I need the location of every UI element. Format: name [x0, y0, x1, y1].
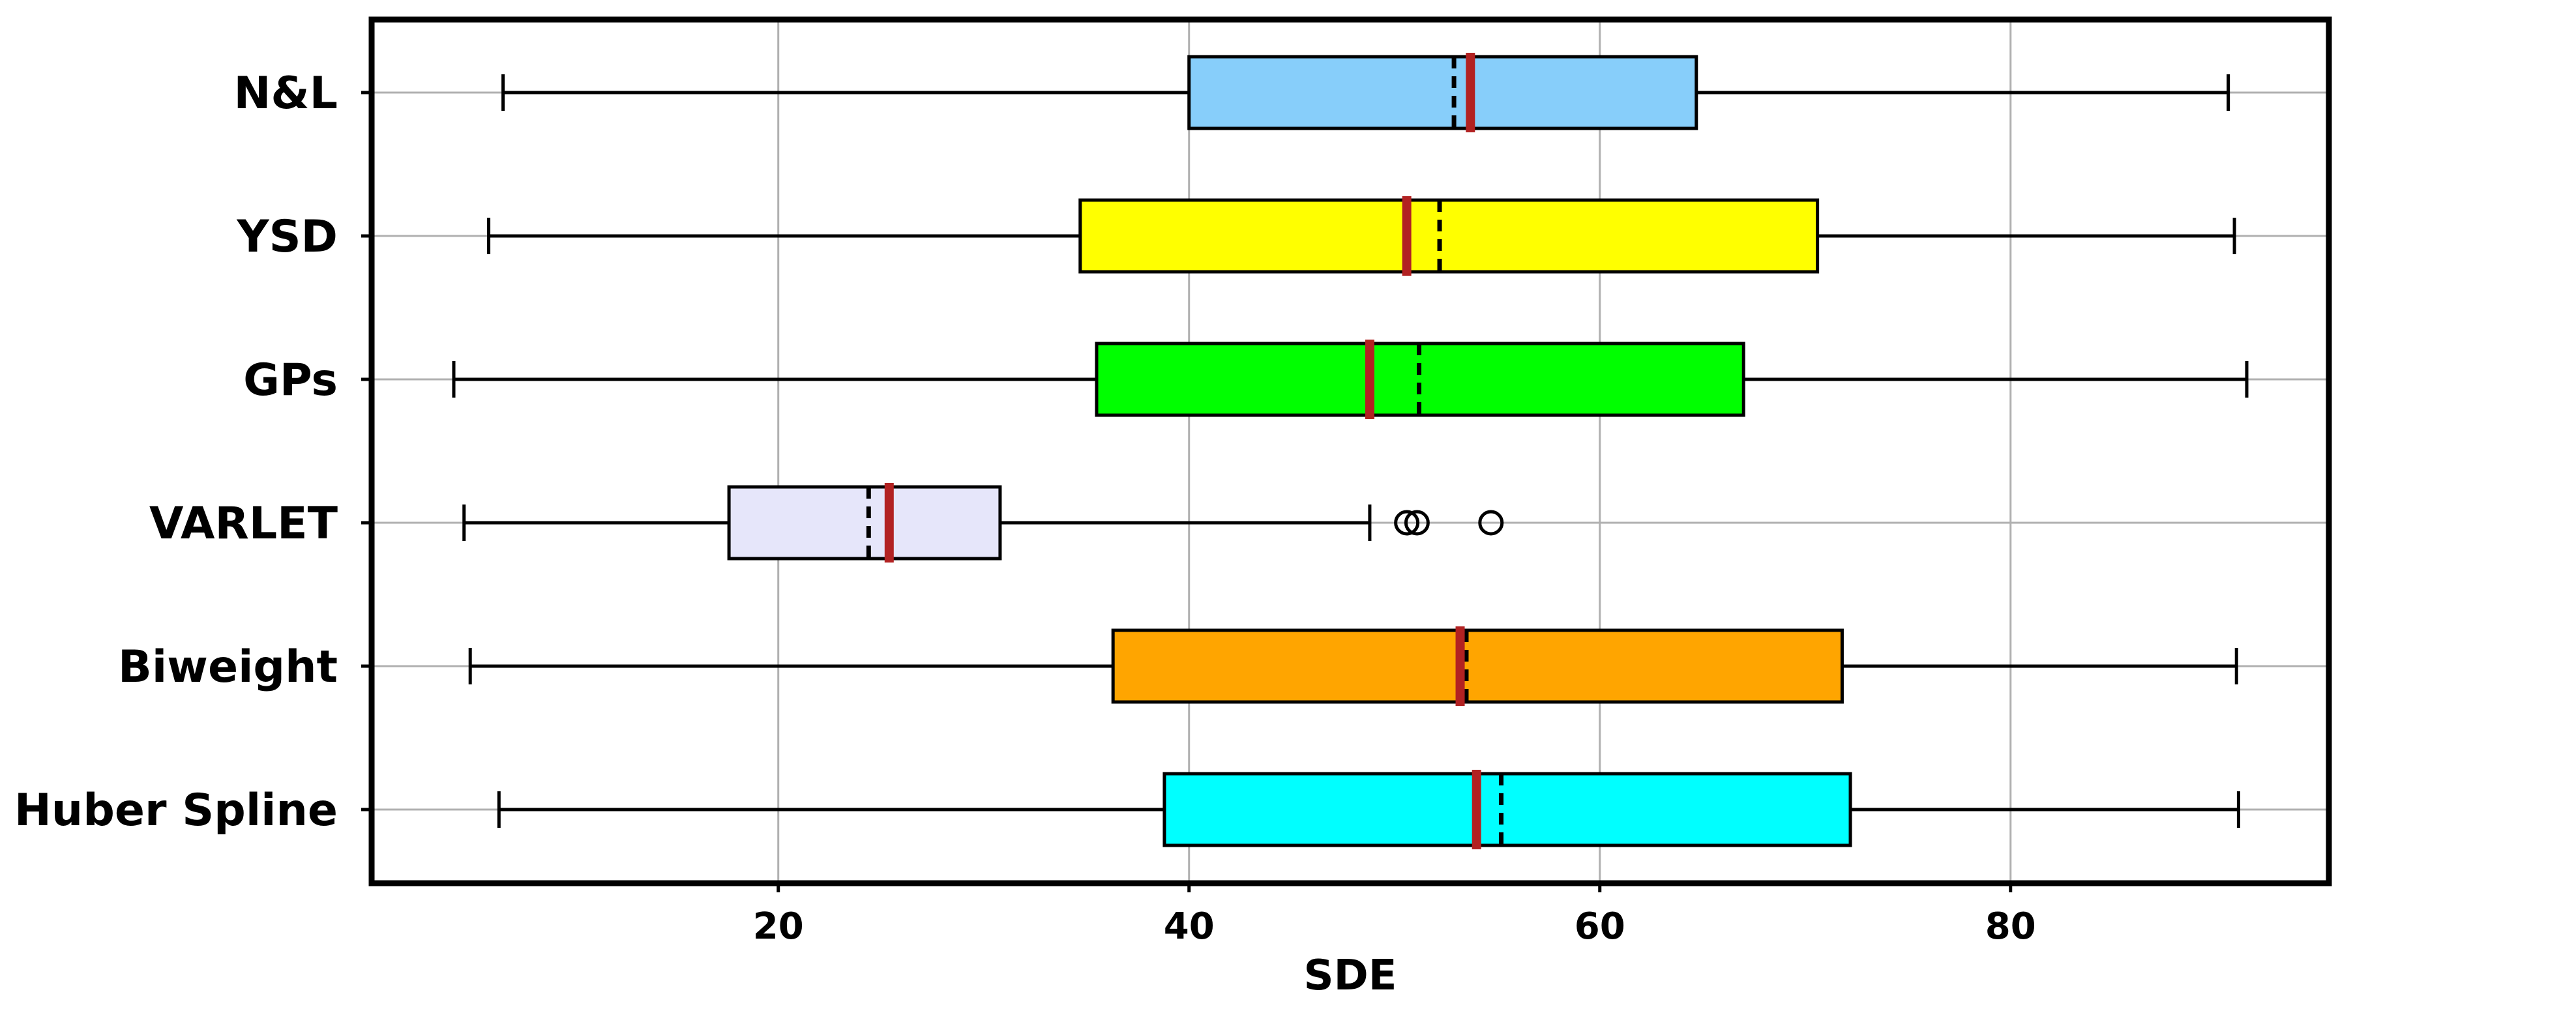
box-iqr	[1162, 772, 1852, 847]
plot-frame	[368, 16, 2332, 886]
y-tick-label: N&L	[233, 68, 338, 119]
y-tick-label: VARLET	[149, 498, 338, 549]
outlier-point	[1404, 510, 1430, 536]
y-tick-label: Huber Spline	[14, 785, 338, 836]
box-iqr	[727, 485, 1002, 561]
box-iqr	[1111, 628, 1844, 704]
outlier-point	[1478, 510, 1504, 536]
box-iqr	[1078, 198, 1820, 274]
y-tick-label: GPs	[243, 355, 338, 406]
y-tick-label: YSD	[236, 211, 338, 263]
y-tick-layer: N&L YSD GPs VARLET Biweight Huber Spline	[14, 68, 372, 836]
y-tick-label: Biweight	[118, 641, 338, 693]
x-tick-layer: 20 40 60 80	[753, 883, 2036, 948]
grid-layer	[372, 20, 2329, 883]
x-tick-label: 20	[753, 905, 804, 948]
boxes-layer	[452, 53, 2249, 849]
outlier-point	[1394, 510, 1420, 536]
x-axis-label: SDE	[1304, 952, 1397, 1000]
x-tick-label: 40	[1164, 905, 1215, 948]
x-tick-label: 60	[1575, 905, 1625, 948]
box-iqr	[1187, 55, 1698, 130]
x-tick-label: 80	[1985, 905, 2036, 948]
